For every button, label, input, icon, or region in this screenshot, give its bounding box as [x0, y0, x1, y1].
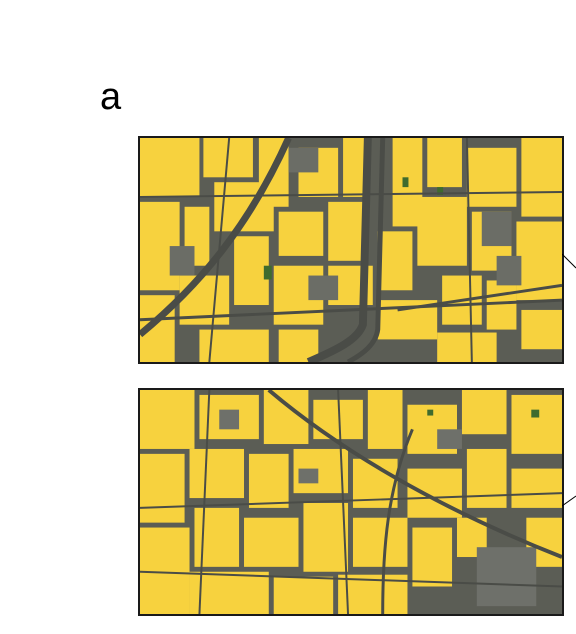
panel-label: a [100, 76, 122, 118]
crop-map-2-image [140, 390, 562, 614]
crop-map-1 [138, 136, 564, 364]
crop-map-1-image [140, 138, 562, 362]
leader-line-1 [562, 253, 576, 269]
leader-line-2 [562, 495, 576, 507]
crop-map-2 [138, 388, 564, 616]
